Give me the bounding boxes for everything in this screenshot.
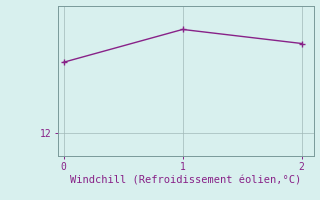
X-axis label: Windchill (Refroidissement éolien,°C): Windchill (Refroidissement éolien,°C) [70, 176, 301, 186]
